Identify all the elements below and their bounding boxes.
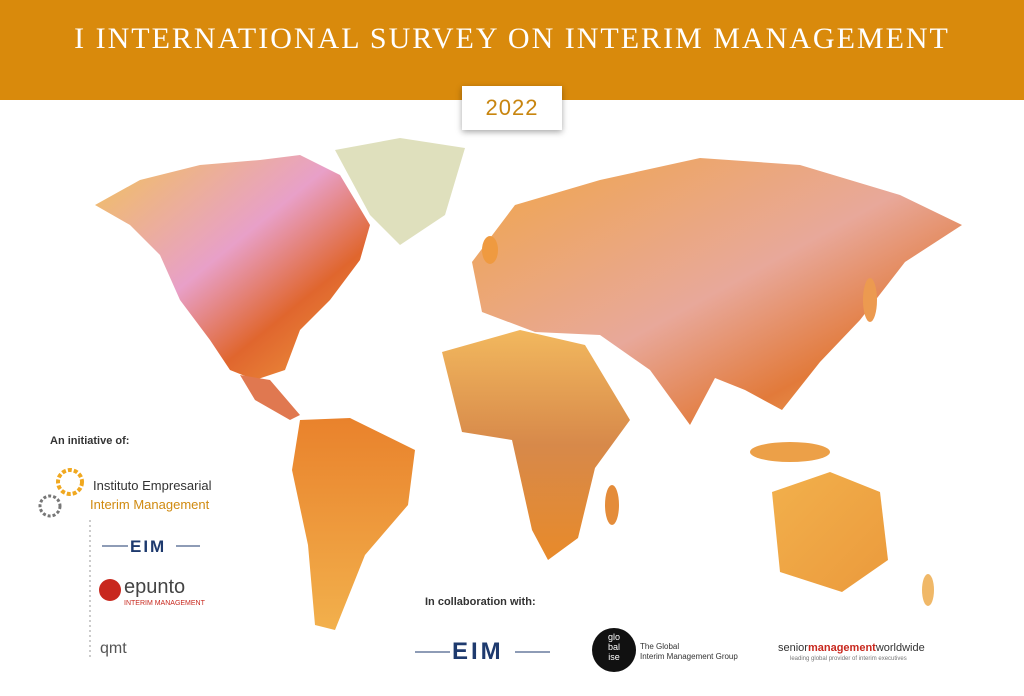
new-zealand xyxy=(922,574,934,606)
logo-text: The Global xyxy=(640,642,680,651)
indonesia xyxy=(750,442,830,462)
badge-line: bal xyxy=(607,642,620,652)
badge-line: glo xyxy=(607,632,620,642)
gear-icon xyxy=(56,468,84,496)
japan xyxy=(863,278,877,322)
header-banner xyxy=(0,0,1024,100)
uk xyxy=(482,236,498,264)
africa xyxy=(442,330,630,560)
logo-text: Interim Management xyxy=(90,497,210,512)
greenland xyxy=(335,138,465,245)
north-america xyxy=(95,155,370,380)
south-america xyxy=(292,418,415,630)
epunto-subtitle: INTERIM MANAGEMENT xyxy=(124,600,205,607)
qmt-logo: qmt xyxy=(100,640,127,657)
logo-text: Interim Management Group xyxy=(640,652,738,661)
globalise-badge xyxy=(592,628,636,672)
initiative-label: An initiative of: xyxy=(50,435,130,447)
collaboration-label: In collaboration with: xyxy=(425,596,536,608)
badge-line: ise xyxy=(608,652,620,662)
eim-logo: EIM xyxy=(452,638,504,665)
epunto-icon xyxy=(99,579,121,601)
australia xyxy=(772,472,888,592)
smw-part: senior xyxy=(778,642,808,654)
smw-part: management xyxy=(807,642,876,654)
title: I INTERNATIONAL SURVEY ON INTERIM MANAGE… xyxy=(74,22,950,55)
smw-logo: seniormanagementworldwide xyxy=(778,642,925,654)
smw-tagline: leading global provider of interim execu… xyxy=(790,656,907,662)
eim-logo: EIM xyxy=(130,537,167,556)
logo-text: Instituto Empresarial xyxy=(93,478,212,493)
smw-part: worldwide xyxy=(875,642,925,654)
eurasia xyxy=(472,158,962,425)
epunto-logo: epunto xyxy=(124,576,186,598)
year-box: 2022 xyxy=(462,86,562,130)
madagascar xyxy=(605,485,619,525)
gear-icon xyxy=(38,494,62,518)
central-america xyxy=(240,375,300,420)
globalise-badge-text: glo bal ise xyxy=(604,632,624,662)
